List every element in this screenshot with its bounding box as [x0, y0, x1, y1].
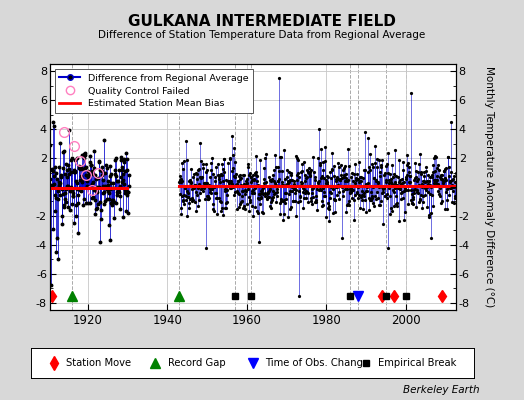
Text: Station Move: Station Move — [66, 358, 131, 368]
Text: Berkeley Earth: Berkeley Earth — [403, 385, 479, 395]
Legend: Difference from Regional Average, Quality Control Failed, Estimated Station Mean: Difference from Regional Average, Qualit… — [54, 69, 253, 113]
Y-axis label: Monthly Temperature Anomaly Difference (°C): Monthly Temperature Anomaly Difference (… — [484, 66, 494, 308]
Text: Difference of Station Temperature Data from Regional Average: Difference of Station Temperature Data f… — [99, 30, 425, 40]
Text: GULKANA INTERMEDIATE FIELD: GULKANA INTERMEDIATE FIELD — [128, 14, 396, 29]
Text: Time of Obs. Change: Time of Obs. Change — [265, 358, 369, 368]
Text: Record Gap: Record Gap — [168, 358, 225, 368]
Text: Empirical Break: Empirical Break — [378, 358, 456, 368]
